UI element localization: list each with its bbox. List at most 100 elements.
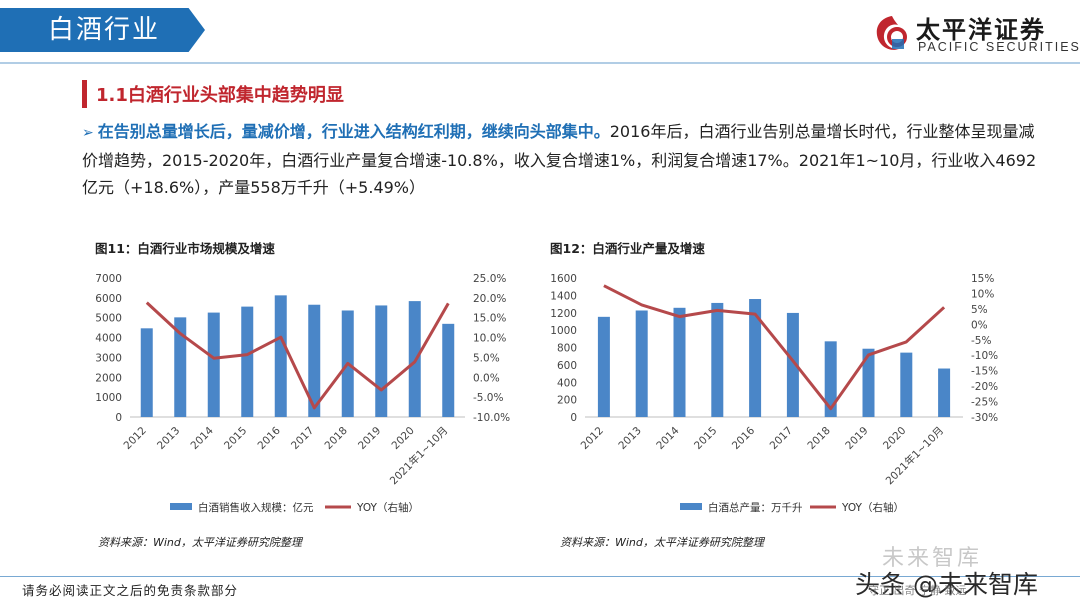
y-right-tick-label: 0.0% — [473, 372, 500, 384]
x-tick-label: 2018 — [322, 425, 349, 452]
y-right-tick-label: 15% — [971, 273, 994, 285]
x-tick-label: 2017 — [768, 425, 795, 452]
y-right-tick-label: 5% — [971, 304, 988, 316]
x-tick-label: 2014 — [188, 424, 216, 452]
y-right-tick-label: 25.0% — [473, 273, 506, 285]
chart-production: 图12：白酒行业产量及增速 0 200 400 600 800 1000 1200 1400 16… — [550, 241, 998, 514]
y-right-tick-label: 5.0% — [473, 352, 500, 364]
bar-2016 — [274, 295, 287, 417]
y-left-tick-label: 200 — [557, 395, 577, 407]
section-marker — [82, 80, 87, 108]
x-tick-label: 2020 — [389, 425, 416, 452]
y-right-tick-label: 10.0% — [473, 333, 506, 345]
bar-2017 — [786, 312, 799, 417]
legend-bar-label: 白酒总产量：万千升 — [708, 501, 803, 514]
y-left-tick-label: 0 — [115, 412, 122, 424]
x-tick-label: 2015 — [222, 425, 249, 452]
brand-logo: 太平洋证券 PACIFIC SECURITIES — [868, 8, 1079, 58]
y-right-tick-label: 20.0% — [473, 293, 506, 305]
pacific-logo-icon — [876, 16, 907, 50]
header-tab — [0, 8, 205, 52]
legend-line-label: YOY（右轴） — [356, 501, 419, 514]
bar-2015 — [241, 306, 254, 417]
x-tick-label: 2018 — [805, 425, 832, 452]
watermark-slogan: 守正 出奇 宁静 致远 — [868, 584, 967, 597]
bar-2021年1~10月 — [938, 368, 951, 417]
chart-production-source: 资料来源：Wind，太平洋证券研究院整理 — [560, 536, 764, 549]
bar-2018 — [824, 341, 837, 417]
summary-lead: 在告别总量增长后，量减价增，行业进入结构红利期，继续向头部集中。 — [97, 122, 610, 141]
brand-name-cn: 太平洋证券 — [916, 16, 1046, 44]
chart-title: 图12：白酒行业产量及增速 — [550, 241, 705, 256]
y-left-tick-label: 600 — [557, 360, 577, 372]
y-left-tick-label: 1600 — [550, 273, 577, 285]
legend-bar-swatch — [170, 503, 192, 510]
y-left-tick-label: 800 — [557, 343, 577, 355]
header-divider — [0, 62, 1080, 64]
y-right-tick-label: -5.0% — [473, 392, 503, 404]
chart-market-size-source: 资料来源：Wind，太平洋证券研究院整理 — [98, 536, 302, 549]
bar-2021年1~10月 — [442, 323, 455, 417]
brand-name-en: PACIFIC SECURITIES — [918, 40, 1080, 54]
footer-disclaimer: 请务必阅读正文之后的免责条款部分 — [22, 583, 239, 598]
y-right-tick-label: 15.0% — [473, 313, 506, 325]
y-right-tick-label: -15% — [971, 366, 998, 378]
y-right-tick-label: -5% — [971, 335, 991, 347]
bar-2014 — [207, 312, 220, 417]
bar-2012 — [597, 316, 610, 417]
bar-2014 — [673, 307, 686, 417]
x-tick-label: 2013 — [155, 425, 182, 452]
x-tick-label: 2019 — [843, 425, 870, 452]
y-left-tick-label: 6000 — [95, 293, 122, 305]
x-tick-label: 2014 — [654, 424, 682, 452]
y-left-tick-label: 5000 — [95, 313, 122, 325]
x-tick-label: 2012 — [121, 425, 148, 452]
chart-title: 图11：白酒行业市场规模及增速 — [95, 241, 275, 256]
legend-bar-label: 白酒销售收入规模：亿元 — [198, 501, 314, 514]
chart-market-size: 图11：白酒行业市场规模及增速 0 1000 2000 3000 4000 5000 6000… — [95, 241, 510, 514]
bar-2015 — [711, 302, 724, 417]
y-left-tick-label: 400 — [557, 377, 577, 389]
y-left-tick-label: 1200 — [550, 308, 577, 320]
x-tick-label: 2017 — [289, 425, 316, 452]
y-right-tick-label: 10% — [971, 288, 994, 300]
y-right-tick-label: -10% — [971, 350, 998, 362]
section-title: 1.1白酒行业头部集中趋势明显 — [96, 85, 344, 106]
yoy-line — [603, 284, 946, 411]
y-left-tick-label: 0 — [570, 412, 577, 424]
summary-body: 2016年后，白酒行业告别总量增长时代，行业整体呈现量减价增趋势，2015-20… — [82, 122, 1037, 197]
bar-2020 — [900, 352, 913, 417]
x-tick-label: 2021年1~10月 — [387, 424, 450, 487]
bar-2016 — [749, 299, 762, 417]
y-left-tick-label: 1000 — [95, 392, 122, 404]
y-right-tick-label: -25% — [971, 397, 998, 409]
x-tick-label: 2015 — [692, 425, 719, 452]
y-right-tick-label: 0% — [971, 319, 988, 331]
watermark-account: 头条 @未来智库 — [855, 570, 1038, 599]
bar-2017 — [308, 304, 321, 417]
legend-line-label: YOY（右轴） — [841, 501, 904, 514]
x-tick-label: 2020 — [881, 425, 908, 452]
x-tick-label: 2019 — [356, 425, 383, 452]
y-left-tick-label: 7000 — [95, 273, 122, 285]
bullet-arrow-icon: ➢ — [82, 125, 94, 141]
bar-2012 — [140, 328, 153, 417]
bar-2013 — [635, 310, 648, 417]
legend-bar-swatch — [680, 503, 702, 510]
yoy-line — [145, 301, 450, 410]
y-left-tick-label: 1000 — [550, 325, 577, 337]
y-right-tick-label: -20% — [971, 381, 998, 393]
y-right-tick-label: -30% — [971, 412, 998, 424]
watermark-brand: 未来智库 — [882, 546, 983, 571]
x-tick-label: 2016 — [730, 424, 758, 452]
x-tick-label: 2013 — [616, 425, 643, 452]
footer-divider — [0, 576, 1080, 577]
x-tick-label: 2012 — [579, 425, 606, 452]
y-left-tick-label: 4000 — [95, 333, 122, 345]
y-left-tick-label: 2000 — [95, 372, 122, 384]
summary-paragraph: ➢ 在告别总量增长后，量减价增，行业进入结构红利期，继续向头部集中。2016年后，… — [82, 118, 1042, 201]
y-right-tick-label: -10.0% — [473, 412, 510, 424]
bar-2019 — [862, 348, 875, 417]
bar-2019 — [375, 305, 388, 417]
y-left-tick-label: 3000 — [95, 352, 122, 364]
